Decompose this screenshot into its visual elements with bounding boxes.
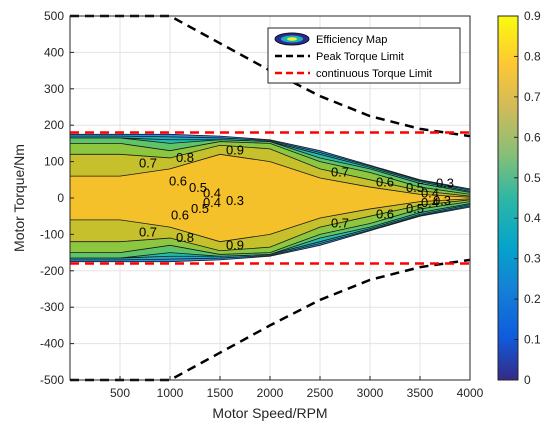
- y-tick-label: -300: [40, 300, 64, 314]
- contour-label: 0.4: [421, 195, 439, 210]
- legend-swatch-efficiency-inner: [287, 37, 297, 41]
- contour-label: 0.7: [331, 215, 349, 230]
- contour-label: 0.3: [433, 193, 451, 208]
- legend-label: continuous Torque Limit: [316, 68, 432, 80]
- contour-label: 0.5: [406, 201, 424, 216]
- contour-label: 0.8: [176, 230, 194, 245]
- efficiency-contours: [70, 133, 470, 263]
- x-tick-label: 500: [110, 386, 130, 400]
- contour-label: 0.6: [376, 206, 394, 221]
- colorbar-gradient: [497, 15, 519, 381]
- y-tick-label: -200: [40, 264, 64, 278]
- legend: Efficiency Map Peak Torque Limit continuou…: [267, 27, 461, 84]
- x-tick-label: 3500: [407, 386, 434, 400]
- colorbar-tick-label: 0.8: [524, 49, 541, 63]
- x-tick-label: 4000: [457, 386, 484, 400]
- contour-label: 0.7: [139, 155, 157, 170]
- legend-label: Efficiency Map: [316, 34, 387, 46]
- y-tick-label: 400: [44, 45, 64, 59]
- contour-labels: 0.90.80.70.70.6 0.60.5 0.50.4 0.40.3 0.30.6 0…: [139, 143, 454, 253]
- y-tick-label: -100: [40, 227, 64, 241]
- y-axis-label: Motor Torque/Nm: [11, 144, 27, 252]
- contour-label: 0.6: [376, 175, 394, 190]
- x-tick-label: 1000: [157, 386, 184, 400]
- contour-label: 0.3: [436, 175, 454, 190]
- y-tick-label: -400: [40, 337, 64, 351]
- contour-label: 0.4: [421, 186, 439, 201]
- contour-label: 0.4: [203, 195, 221, 210]
- x-tick-label: 3000: [357, 386, 384, 400]
- contour-label: 0.4: [203, 186, 221, 201]
- y-tick-label: 100: [44, 155, 64, 169]
- tick-labels: 500 1000 1500 2000 2500 3000 3500 4000500400300…: [40, 9, 484, 400]
- contour-label: 0.7: [139, 225, 157, 240]
- contour-label: 0.5: [191, 201, 209, 216]
- legend-label: Peak Torque Limit: [316, 51, 404, 63]
- contour-label: 0.9: [226, 143, 244, 158]
- contour-label: 0.7: [331, 165, 349, 180]
- colorbar-tick-label: 0.1: [524, 333, 541, 347]
- x-tick-label: 2500: [307, 386, 334, 400]
- contour-label: 0.5: [406, 180, 424, 195]
- colorbar-tick-label: 0.6: [524, 130, 541, 144]
- contour-label: 0.5: [189, 180, 207, 195]
- colorbar-tick-label: 0.9: [524, 9, 541, 23]
- x-tick-label: 2000: [257, 386, 284, 400]
- contour-label: 0.6: [171, 207, 189, 222]
- colorbar-tick-label: 0.4: [524, 211, 541, 225]
- x-axis-label: Motor Speed/RPM: [212, 405, 327, 421]
- contour-label: 0.8: [176, 150, 194, 165]
- contour-label: 0.3: [226, 193, 244, 208]
- contour-label: 0.9: [226, 237, 244, 252]
- y-tick-label: 0: [57, 191, 64, 205]
- y-tick-label: 200: [44, 118, 64, 132]
- colorbar-tick-label: 0.5: [524, 171, 541, 185]
- colorbar-tick-label: 0.2: [524, 292, 541, 306]
- colorbar-tick-label: 0.7: [524, 90, 541, 104]
- y-tick-label: -500: [40, 373, 64, 387]
- contour-band-0.9: [70, 153, 470, 243]
- colorbar-tick-label: 0.3: [524, 252, 541, 266]
- y-tick-label: 300: [44, 82, 64, 96]
- y-tick-label: 500: [44, 9, 64, 23]
- colorbar: 0 0.1 0.2 0.3 0.4 0.5 0.6 0.7 0.8 0.9: [497, 9, 541, 387]
- colorbar-tick-label: 0: [524, 373, 531, 387]
- contour-label: 0.6: [169, 174, 187, 189]
- x-tick-label: 1500: [207, 386, 234, 400]
